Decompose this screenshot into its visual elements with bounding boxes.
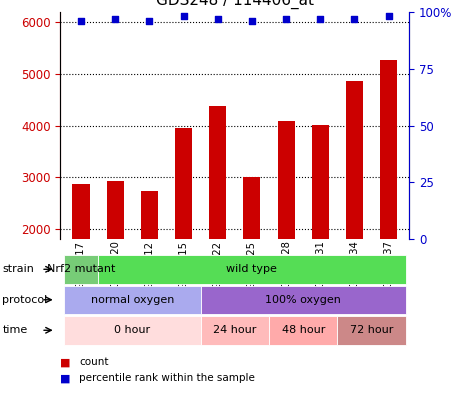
Point: [317, 15, 324, 22]
Point: [351, 15, 358, 22]
Text: protocol: protocol: [2, 295, 47, 305]
Point: [180, 13, 187, 19]
Bar: [106, 181, 124, 239]
Text: wild type: wild type: [226, 264, 277, 274]
Text: normal oxygen: normal oxygen: [91, 295, 174, 305]
Bar: [346, 81, 363, 239]
Bar: [209, 106, 226, 239]
Bar: [243, 177, 260, 239]
Point: [77, 18, 85, 24]
Text: time: time: [2, 325, 27, 335]
Bar: [73, 184, 89, 239]
Bar: [278, 122, 295, 239]
Text: 24 hour: 24 hour: [213, 325, 257, 335]
Point: [282, 15, 290, 22]
Point: [146, 18, 153, 24]
Text: 0 hour: 0 hour: [114, 325, 150, 335]
Point: [214, 15, 221, 22]
Bar: [175, 128, 192, 239]
Text: Nrf2 mutant: Nrf2 mutant: [47, 264, 115, 274]
Bar: [380, 60, 397, 239]
Point: [248, 18, 256, 24]
Text: 72 hour: 72 hour: [350, 325, 393, 335]
Title: GDS248 / 114406_at: GDS248 / 114406_at: [156, 0, 314, 9]
Text: ■: ■: [60, 357, 71, 367]
Point: [385, 13, 392, 19]
Text: 100% oxygen: 100% oxygen: [265, 295, 341, 305]
Text: count: count: [79, 357, 108, 367]
Text: percentile rank within the sample: percentile rank within the sample: [79, 373, 255, 383]
Text: 48 hour: 48 hour: [281, 325, 325, 335]
Text: strain: strain: [2, 264, 34, 274]
Point: [112, 15, 119, 22]
Bar: [141, 190, 158, 239]
Text: ■: ■: [60, 373, 71, 383]
Bar: [312, 125, 329, 239]
